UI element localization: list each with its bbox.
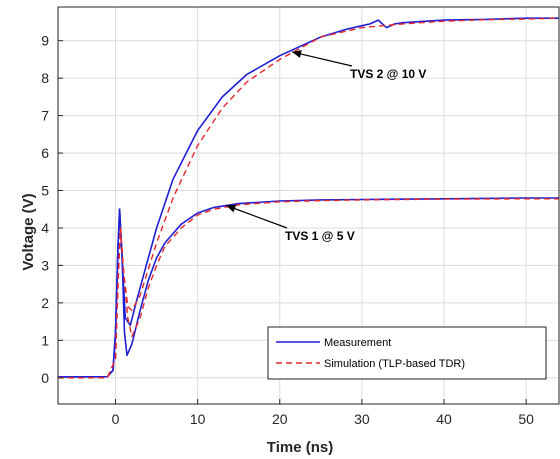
- annotation-arrow: [291, 51, 353, 67]
- y-tick-label: 5: [41, 183, 49, 199]
- y-tick-label: 0: [41, 370, 49, 386]
- ticks: 0 10 20 30 40 50 0 1 2 3 4 5 6 7 8 9: [41, 33, 534, 427]
- y-tick-label: 7: [41, 108, 49, 124]
- annotation-arrowhead: [226, 204, 237, 213]
- annotation-arrowhead: [292, 50, 302, 58]
- annotation-label: TVS 1 @ 5 V: [285, 229, 355, 243]
- y-tick-label: 4: [41, 220, 49, 236]
- plot-frame: [57, 6, 560, 405]
- x-axis-label: Time (ns): [267, 439, 333, 456]
- x-tick-label: 30: [354, 411, 370, 427]
- annotation-label: TVS 2 @ 10 V: [350, 67, 426, 81]
- x-tick-label: 40: [436, 411, 452, 427]
- y-tick-label: 8: [41, 70, 49, 86]
- y-tick-label: 9: [41, 33, 49, 49]
- annotation-arrow: [226, 204, 288, 229]
- annotations: TVS 2 @ 10 V TVS 1 @ 5 V: [226, 50, 426, 243]
- legend: Measurement Simulation (TLP-based TDR): [267, 326, 547, 380]
- legend-label: Simulation (TLP-based TDR): [324, 358, 465, 370]
- x-tick-label: 50: [518, 411, 534, 427]
- x-tick-label: 10: [190, 411, 206, 427]
- simulation-line-tvs1: [58, 198, 559, 379]
- y-axis-label: Voltage (V): [20, 193, 37, 270]
- y-tick-label: 6: [41, 145, 49, 161]
- x-tick-label: 20: [272, 411, 288, 427]
- legend-box: [267, 326, 547, 380]
- x-tick-label: 0: [112, 411, 120, 427]
- measurement-line-tvs2: [57, 17, 559, 378]
- legend-label: Measurement: [324, 337, 391, 349]
- y-tick-label: 2: [41, 295, 49, 311]
- y-tick-label: 3: [41, 257, 49, 273]
- y-tick-label: 1: [41, 332, 49, 348]
- grid: [58, 7, 559, 404]
- series-layer: [57, 17, 560, 379]
